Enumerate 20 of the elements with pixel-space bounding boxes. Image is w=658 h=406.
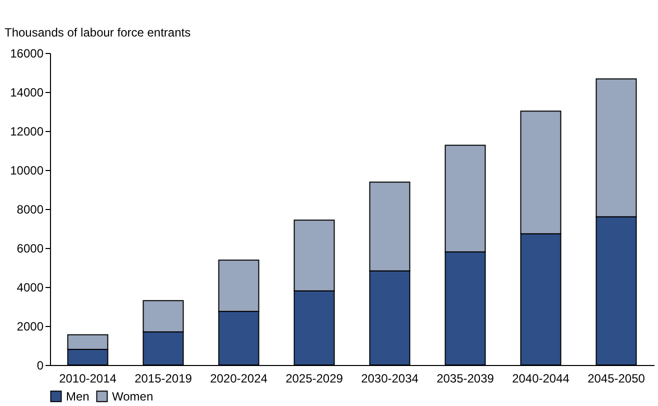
y-tick-label: 14000: [10, 86, 44, 100]
y-tick-label: 4000: [16, 280, 44, 294]
x-tick-label: 2035-2039: [436, 372, 494, 386]
x-tick-label: 2030-2034: [361, 372, 419, 386]
x-tick-label: 2040-2044: [512, 372, 570, 386]
x-tick-label: 2025-2029: [286, 372, 344, 386]
y-tick-label: 0: [36, 358, 44, 372]
y-axis-title: Thousands of labour force entrants: [4, 26, 191, 40]
y-tick-label: 2000: [16, 320, 44, 334]
y-tick-label: 12000: [10, 124, 44, 138]
y-tick-label: 6000: [16, 242, 44, 256]
y-tick-label: 8000: [16, 202, 44, 216]
x-tick-label: 2010-2014: [59, 372, 117, 386]
y-tick-label: 10000: [10, 164, 44, 178]
y-tick-label: 16000: [10, 46, 44, 60]
x-tick-label: 2045-2050: [588, 372, 646, 386]
legend-label: Men: [66, 389, 90, 404]
legend-label: Women: [112, 389, 154, 404]
x-tick-label: 2020-2024: [210, 372, 268, 386]
x-tick-label: 2015-2019: [134, 372, 192, 386]
